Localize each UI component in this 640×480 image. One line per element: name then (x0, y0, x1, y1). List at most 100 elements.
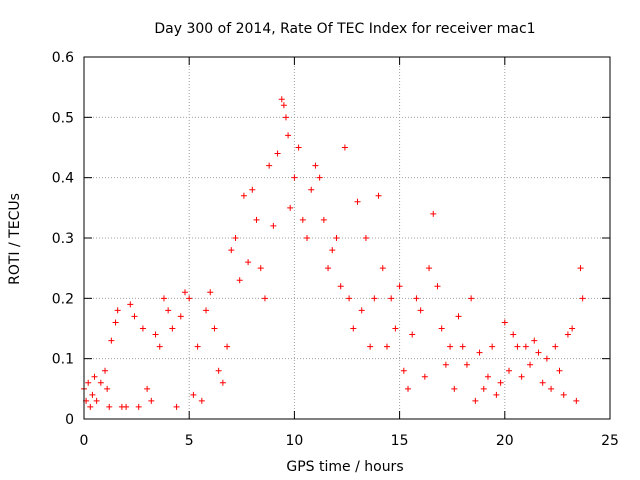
data-point (430, 210, 437, 217)
data-point (253, 216, 260, 223)
data-point (320, 216, 327, 223)
data-point (139, 325, 146, 332)
data-point (375, 192, 382, 199)
data-point (556, 367, 563, 374)
data-point (312, 162, 319, 169)
data-point (543, 355, 550, 362)
data-point (371, 295, 378, 302)
data-point (106, 403, 113, 410)
data-point (518, 373, 525, 380)
data-point (203, 307, 210, 314)
data-point (160, 295, 167, 302)
data-point (249, 186, 256, 193)
data-point (341, 144, 348, 151)
data-point (169, 325, 176, 332)
data-point (291, 174, 298, 181)
data-point (514, 343, 521, 350)
data-point (346, 295, 353, 302)
data-point (510, 331, 517, 338)
data-point (409, 331, 416, 338)
data-point (270, 222, 277, 229)
x-tick-label: 15 (391, 433, 409, 449)
y-tick-label: 0.4 (52, 171, 74, 187)
data-point (236, 277, 243, 284)
data-point (280, 102, 287, 109)
axis-ticks: 0 0.1 0.2 0.3 0.4 0.5 0.6 0 5 10 15 20 25 (52, 50, 619, 449)
data-point (489, 343, 496, 350)
data-point (91, 373, 98, 380)
data-point (447, 343, 454, 350)
data-point (266, 162, 273, 169)
data-point (400, 367, 407, 374)
x-tick-label: 5 (185, 433, 194, 449)
data-point (198, 397, 205, 404)
y-tick-label: 0.3 (52, 231, 74, 247)
data-point (228, 247, 235, 254)
data-point (484, 373, 491, 380)
data-point (295, 144, 302, 151)
data-point (354, 198, 361, 205)
data-point (455, 313, 462, 320)
data-point (472, 397, 479, 404)
data-point (274, 150, 281, 157)
data-point (190, 391, 197, 398)
data-point (148, 397, 155, 404)
data-point (552, 343, 559, 350)
data-point (350, 325, 357, 332)
data-point (531, 337, 538, 344)
data-point (379, 265, 386, 272)
data-point (240, 192, 247, 199)
data-point (144, 385, 151, 392)
data-point (135, 403, 142, 410)
y-axis-label: ROTI / TECUs (7, 193, 23, 285)
data-point (337, 283, 344, 290)
data-point (93, 397, 100, 404)
data-point (215, 367, 222, 374)
y-tick-label: 0.5 (52, 110, 74, 126)
data-point (165, 307, 172, 314)
data-point (480, 385, 487, 392)
data-point (383, 343, 390, 350)
data-point (194, 343, 201, 350)
data-point (463, 361, 470, 368)
data-point (358, 307, 365, 314)
data-point (104, 385, 111, 392)
data-point (278, 96, 285, 103)
data-point (181, 289, 188, 296)
data-point (211, 325, 218, 332)
data-point (442, 361, 449, 368)
data-point (102, 367, 109, 374)
x-tick-label: 0 (80, 433, 89, 449)
data-point (522, 343, 529, 350)
data-point (501, 319, 508, 326)
data-point (362, 235, 369, 241)
data-point (434, 283, 441, 290)
chart-title: Day 300 of 2014, Rate Of TEC Index for r… (154, 21, 535, 37)
data-point (131, 313, 138, 320)
data-point (97, 379, 104, 386)
data-point (438, 325, 445, 332)
data-point (451, 385, 458, 392)
data-point (417, 307, 424, 314)
x-tick-label: 10 (285, 433, 303, 449)
data-point (329, 247, 336, 254)
data-point (177, 313, 184, 320)
data-point (392, 325, 399, 332)
data-point (459, 343, 466, 350)
data-point (577, 265, 584, 272)
x-axis-label: GPS time / hours (286, 459, 403, 475)
data-point (308, 186, 315, 193)
x-tick-label: 20 (496, 433, 514, 449)
data-point (156, 343, 163, 350)
data-point (287, 204, 294, 211)
data-point (497, 379, 504, 386)
data-point (560, 391, 567, 398)
data-point (579, 295, 586, 302)
data-point (207, 289, 214, 296)
data-point (173, 403, 180, 410)
data-point (539, 379, 546, 386)
data-point (282, 114, 289, 121)
data-point (367, 343, 374, 350)
data-point (426, 265, 433, 272)
data-point (396, 283, 403, 290)
